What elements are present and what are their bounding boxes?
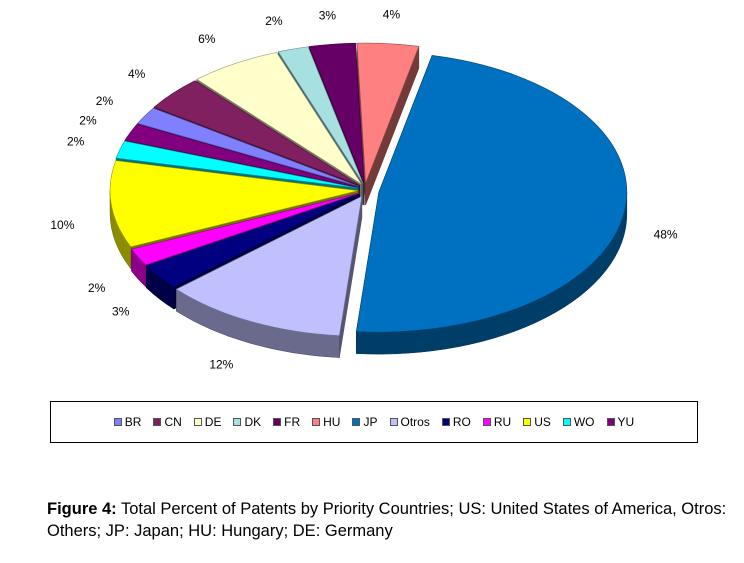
pie-slice-wo	[115, 140, 359, 189]
legend-swatch-jp	[352, 418, 361, 426]
legend-label-otros: Otros	[400, 415, 430, 429]
caption-text: Total Percent of Patents by Priority Cou…	[47, 500, 727, 540]
pie-label-dk: 2%	[265, 14, 283, 28]
pie-label-yu: 2%	[79, 114, 97, 128]
pie-slice-br	[137, 107, 360, 187]
legend-item-ro: RO	[441, 415, 471, 429]
pie-label-cn: 4%	[128, 67, 146, 81]
pie-slice-dk	[277, 46, 364, 184]
pie-slice-de	[196, 52, 362, 185]
pie-slice-ro	[145, 193, 360, 288]
legend-swatch-cn	[153, 418, 162, 426]
pie-label-ru: 2%	[88, 281, 106, 295]
legend-item-yu: YU	[606, 415, 635, 429]
pie-label-ro: 3%	[112, 305, 130, 319]
caption-label: Figure 4:	[47, 500, 117, 518]
legend-label-de: DE	[204, 415, 222, 429]
legend-item-br: BR	[113, 415, 142, 429]
legend-label-hu: HU	[323, 415, 341, 429]
legend-swatch-dk	[233, 418, 242, 426]
legend-label-cn: CN	[164, 415, 182, 429]
legend-item-fr: FR	[273, 415, 300, 429]
pie-label-fr: 3%	[319, 8, 337, 22]
pie-slice-us	[109, 160, 359, 248]
pie-label-otros: 12%	[209, 358, 233, 372]
pie-slice-ru	[130, 192, 359, 266]
pie-slice-jp	[356, 55, 628, 333]
legend-item-de: DE	[193, 415, 222, 429]
figure-caption: Figure 4: Total Percent of Patents by Pr…	[47, 498, 727, 542]
legend-swatch-hu	[312, 418, 321, 426]
pie-slice-fr	[308, 42, 365, 184]
legend-swatch-wo	[562, 418, 571, 426]
legend-swatch-br	[113, 418, 122, 426]
pie-chart: 4% 48% 12% 3% 2% 10% 2% 2% 2% 4% 6% 2% 3%	[50, 8, 678, 372]
legend-item-ru: RU	[482, 415, 512, 429]
legend-item-dk: DK	[233, 415, 261, 429]
pie-value-labels: 4% 48% 12% 3% 2% 10% 2% 2% 2% 4% 6% 2% 3%	[50, 8, 678, 372]
legend-label-wo: WO	[573, 415, 595, 429]
legend-label-dk: DK	[244, 415, 262, 429]
pie-slice-yu	[124, 123, 359, 188]
legend-label-yu: YU	[617, 415, 635, 429]
legend-label-br: BR	[124, 415, 142, 429]
legend-label-jp: JP	[363, 415, 378, 429]
legend-item-hu: HU	[312, 415, 340, 429]
legend-swatch-fr	[273, 418, 282, 426]
legend-item-jp: JP	[352, 415, 378, 429]
pie-label-br: 2%	[96, 94, 114, 108]
pie-label-us: 10%	[50, 218, 74, 232]
pie-slices	[109, 42, 628, 336]
pie-slice-otros	[175, 195, 363, 336]
legend-swatch-yu	[606, 418, 615, 426]
legend-label-ro: RO	[452, 415, 471, 429]
pie-slice-hu	[356, 42, 420, 184]
legend-swatch-ru	[482, 418, 491, 426]
pie-label-jp: 48%	[654, 228, 678, 242]
pie-slice-cn	[153, 80, 360, 186]
chart-legend: BR CN DE DK FR HU JP Otros RO RU US WO YU	[50, 401, 698, 443]
pie-label-wo: 2%	[67, 134, 85, 148]
legend-item-wo: WO	[562, 415, 595, 429]
legend-swatch-otros	[389, 418, 398, 426]
legend-label-fr: FR	[284, 415, 301, 429]
legend-item-otros: Otros	[389, 415, 430, 429]
pie-label-hu: 4%	[383, 8, 401, 22]
legend-label-us: US	[534, 415, 551, 429]
legend-label-ru: RU	[493, 415, 512, 429]
pie-label-de: 6%	[198, 32, 216, 46]
legend-swatch-de	[193, 418, 202, 426]
legend-swatch-ro	[441, 418, 450, 426]
legend-item-us: US	[523, 415, 551, 429]
pie-chart-svg: 4% 48% 12% 3% 2% 10% 2% 2% 2% 4% 6% 2% 3%	[50, 8, 678, 372]
legend-item-cn: CN	[153, 415, 182, 429]
legend-swatch-us	[523, 418, 532, 426]
